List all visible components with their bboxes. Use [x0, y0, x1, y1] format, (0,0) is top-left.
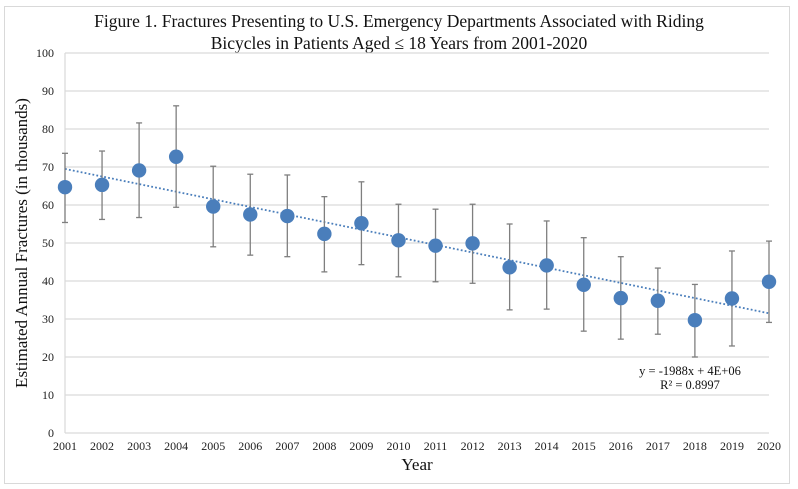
data-point [354, 216, 369, 231]
x-tick-label: 2005 [201, 439, 225, 453]
y-tick-label: 90 [42, 84, 54, 98]
y-tick-label: 70 [42, 160, 54, 174]
x-tick-label: 2006 [238, 439, 262, 453]
data-point [724, 291, 740, 306]
trendline-line [64, 168, 770, 315]
chart-title: Figure 1. Fractures Presenting to U.S. E… [0, 10, 798, 54]
data-point [243, 207, 258, 222]
y-tick-label: 40 [42, 274, 54, 288]
y-tick-label: 20 [42, 350, 54, 364]
data-point [168, 149, 184, 164]
x-tick-label: 2019 [720, 439, 744, 453]
x-tick-label: 2007 [275, 439, 299, 453]
x-tick-label: 2018 [683, 439, 707, 453]
chart-title-line-2: Bicycles in Patients Aged ≤ 18 Years fro… [210, 33, 588, 53]
data-point [317, 226, 332, 242]
x-axis-title: Year [401, 455, 433, 474]
chart-title-line-1: Figure 1. Fractures Presenting to U.S. E… [94, 11, 704, 31]
x-tick-label: 2013 [498, 439, 522, 453]
x-tick-label: 2001 [53, 439, 77, 453]
data-point [687, 312, 703, 328]
x-tick-label: 2020 [757, 439, 781, 453]
x-tick-label: 2017 [646, 439, 670, 453]
data-points [57, 149, 777, 328]
y-tick-label: 0 [48, 426, 54, 440]
x-tick-label: 2011 [424, 439, 448, 453]
data-point [94, 177, 110, 193]
y-tick-label: 60 [42, 198, 54, 212]
y-tick-label: 30 [42, 312, 54, 326]
y-axis-ticks: 0 10 20 30 40 50 60 70 80 90 100 [36, 46, 54, 440]
x-tick-label: 2008 [312, 439, 336, 453]
trendline-r-squared: R² = 0.8997 [660, 378, 720, 392]
y-axis-title: Estimated Annual Fractures (in thousands… [12, 98, 31, 388]
x-tick-label: 2014 [535, 439, 559, 453]
y-tick-label: 80 [42, 122, 54, 136]
data-point [465, 236, 480, 251]
x-tick-label: 2015 [572, 439, 596, 453]
data-point [761, 274, 777, 289]
data-point [502, 260, 517, 275]
x-tick-label: 2003 [127, 439, 151, 453]
x-tick-label: 2012 [461, 439, 485, 453]
x-tick-label: 2010 [386, 439, 410, 453]
y-tick-label: 100 [36, 46, 54, 60]
data-point [131, 163, 147, 178]
data-point [206, 199, 221, 214]
gridlines [64, 52, 769, 434]
data-point [539, 258, 554, 273]
data-point [650, 293, 666, 308]
data-point [613, 290, 628, 306]
y-tick-label: 50 [42, 236, 54, 250]
data-point [428, 238, 443, 253]
x-tick-label: 2009 [349, 439, 373, 453]
trendline-equation: y = -1988x + 4E+06 [639, 364, 741, 378]
x-axis-ticks: 2001 2002 2003 2004 2005 2006 2007 2008 2009 2010… [53, 439, 781, 453]
x-tick-label: 2002 [90, 439, 114, 453]
trendline [64, 168, 770, 315]
x-tick-label: 2004 [164, 439, 188, 453]
data-point [391, 233, 406, 248]
x-tick-label: 2016 [609, 439, 633, 453]
data-point [57, 179, 73, 195]
y-tick-label: 10 [42, 388, 54, 402]
data-point [576, 277, 591, 292]
data-point [280, 208, 295, 224]
